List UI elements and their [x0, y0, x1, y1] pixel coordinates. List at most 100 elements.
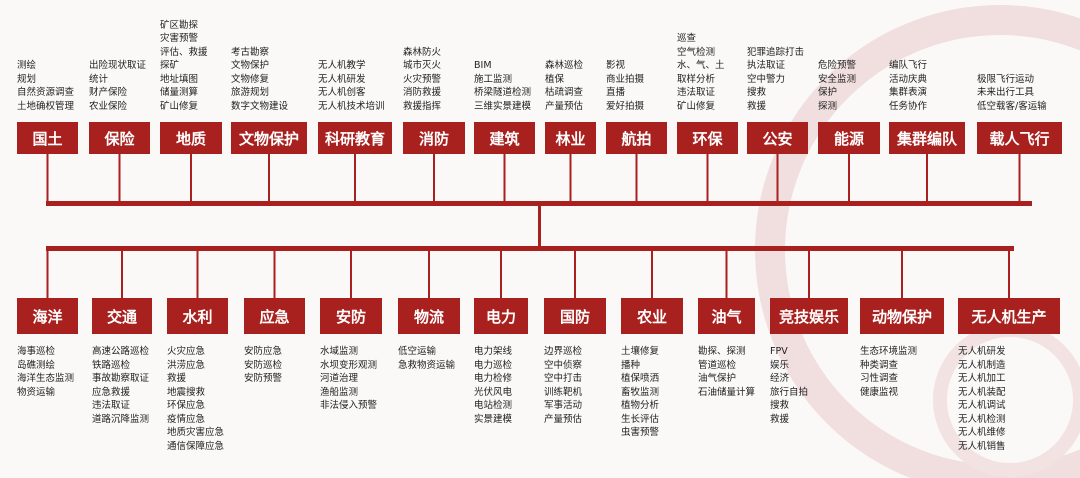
item: 直播 [606, 87, 626, 98]
category-box: 国防 [544, 298, 606, 334]
connector [569, 154, 572, 203]
item: 环保应急 [167, 400, 206, 411]
item: 矿山修复 [677, 100, 716, 112]
item: 安全监测 [818, 73, 857, 85]
item: 虫害预警 [621, 427, 660, 438]
item: 种类调查 [860, 359, 899, 371]
category-box: 科研教育 [318, 122, 392, 154]
item: 空中警力 [747, 73, 786, 85]
item: 文物修复 [231, 73, 270, 85]
category-box: 能源 [818, 122, 880, 154]
category-box: 国土 [17, 122, 78, 154]
item-list: 森林防火 城市灭火 火灾预警 消防救援 救援指挥 [403, 46, 441, 114]
item: 习性调查 [860, 373, 899, 384]
category-box: 地质 [160, 122, 222, 154]
item: 任务协作 [889, 100, 928, 112]
item: 低空载客/客运输 [977, 100, 1047, 112]
center-connector [538, 203, 541, 249]
item: 播种 [621, 359, 641, 371]
item: 军事活动 [544, 400, 583, 411]
item: 无人机创客 [318, 87, 366, 98]
item: 三维实景建模 [474, 100, 532, 112]
item: 探矿 [160, 60, 180, 71]
item: 储量测算 [160, 87, 199, 98]
item: 编队飞行 [889, 60, 928, 71]
category-box: 海洋 [17, 298, 78, 334]
category-box: 动物保护 [860, 298, 944, 334]
item: 铁路巡检 [92, 359, 131, 371]
item: 巡查 [677, 33, 697, 44]
item-list: 犯罪追踪打击 执法取证 空中警力 搜救 救援 [747, 46, 804, 114]
item: 考古勘察 [231, 46, 270, 58]
item-list: 水域监测 水坝变形观测 河道治理 渔船监测 非法侵入预警 [320, 345, 377, 413]
bottom-bus [46, 246, 1014, 251]
connector [354, 154, 356, 203]
item: 边界巡检 [544, 346, 583, 357]
item: 管道巡检 [698, 359, 737, 371]
item: 疫情应急 [167, 413, 206, 425]
item: 爱好拍摄 [606, 100, 645, 112]
item: 急救物资运输 [398, 359, 456, 371]
item: 植物分析 [621, 400, 660, 411]
connector [1018, 154, 1021, 203]
item: 自然资源调查 [17, 87, 75, 98]
item: 农业保险 [89, 100, 128, 112]
item: 低空运输 [398, 346, 437, 357]
category-box: 电力 [474, 298, 528, 334]
item: 救援指挥 [403, 100, 442, 112]
item-list: 海事巡检 岛礁测绘 海洋生态监测 物资运输 [17, 345, 74, 399]
item-list: 电力架线 电力巡检 电力检修 光伏风电 电站检测 实景建模 [474, 345, 512, 426]
item: 统计 [89, 73, 109, 85]
item: 无人机教学 [318, 60, 366, 71]
item-list: 安防应急 安防巡检 安防预警 [244, 345, 282, 386]
category-box: 交通 [92, 298, 152, 334]
item: 救援 [747, 100, 767, 112]
connector [725, 249, 728, 298]
item: 商业拍摄 [606, 73, 645, 85]
item: 空中打击 [544, 373, 583, 384]
item: 测绘 [17, 60, 37, 71]
item: 电力检修 [474, 373, 513, 384]
category-box: 文物保护 [231, 122, 307, 154]
item: 出险现状取证 [89, 60, 147, 71]
category-box: 应急 [244, 298, 305, 334]
item: 通信保障应急 [167, 440, 225, 452]
item-list: 巡查 空气检测 水、气、土 取样分析 违法取证 矿山修复 [677, 32, 725, 113]
item-list: 测绘 规划 自然资源调查 土地确权管理 [17, 59, 74, 113]
item: 违法取证 [92, 400, 131, 411]
item: 无人机调试 [958, 400, 1006, 411]
item: FPV [770, 346, 788, 357]
connector [433, 154, 435, 203]
connector [46, 154, 49, 203]
item: 森林防火 [403, 46, 442, 58]
item: 矿区勘探 [160, 19, 199, 31]
item: 洪涝应急 [167, 359, 206, 371]
item: 空气检测 [677, 46, 716, 58]
item: 无人机制造 [958, 359, 1006, 371]
connector [635, 154, 638, 203]
category-box: 水利 [167, 298, 228, 334]
item: 救援 [167, 373, 187, 384]
item: 石油储量计算 [698, 386, 756, 398]
item: 岛礁测绘 [17, 359, 56, 371]
item: 无人机维修 [958, 427, 1006, 438]
connector [118, 154, 121, 203]
category-box: 油气 [698, 298, 755, 334]
item-list: 土壤修复 播种 植保喷洒 畜牧监测 植物分析 生长评估 虫害预警 [621, 345, 659, 440]
item: 水域监测 [320, 346, 359, 357]
item-list: BIM 施工监测 桥梁隧道检测 三维实景建模 [474, 59, 531, 113]
category-box: 载人飞行 [977, 122, 1062, 154]
item: 畜牧监测 [621, 386, 660, 398]
item: 文物保护 [231, 60, 270, 71]
item: 无人机技术培训 [318, 100, 385, 112]
item: 非法侵入预警 [320, 400, 378, 411]
item: 无人机研发 [958, 346, 1006, 357]
item-list: 无人机研发 无人机制造 无人机加工 无人机装配 无人机调试 无人机检测 无人机维修 无人机销售 [958, 345, 1006, 453]
item: 物资运输 [17, 386, 56, 398]
item: 执法取证 [747, 60, 786, 71]
item-list: FPV 娱乐 经济 旅行自拍 搜救 救援 [770, 345, 808, 426]
category-box: 消防 [403, 122, 465, 154]
connector [428, 249, 430, 298]
item: 财产保险 [89, 87, 128, 98]
item: 实景建模 [474, 413, 513, 425]
